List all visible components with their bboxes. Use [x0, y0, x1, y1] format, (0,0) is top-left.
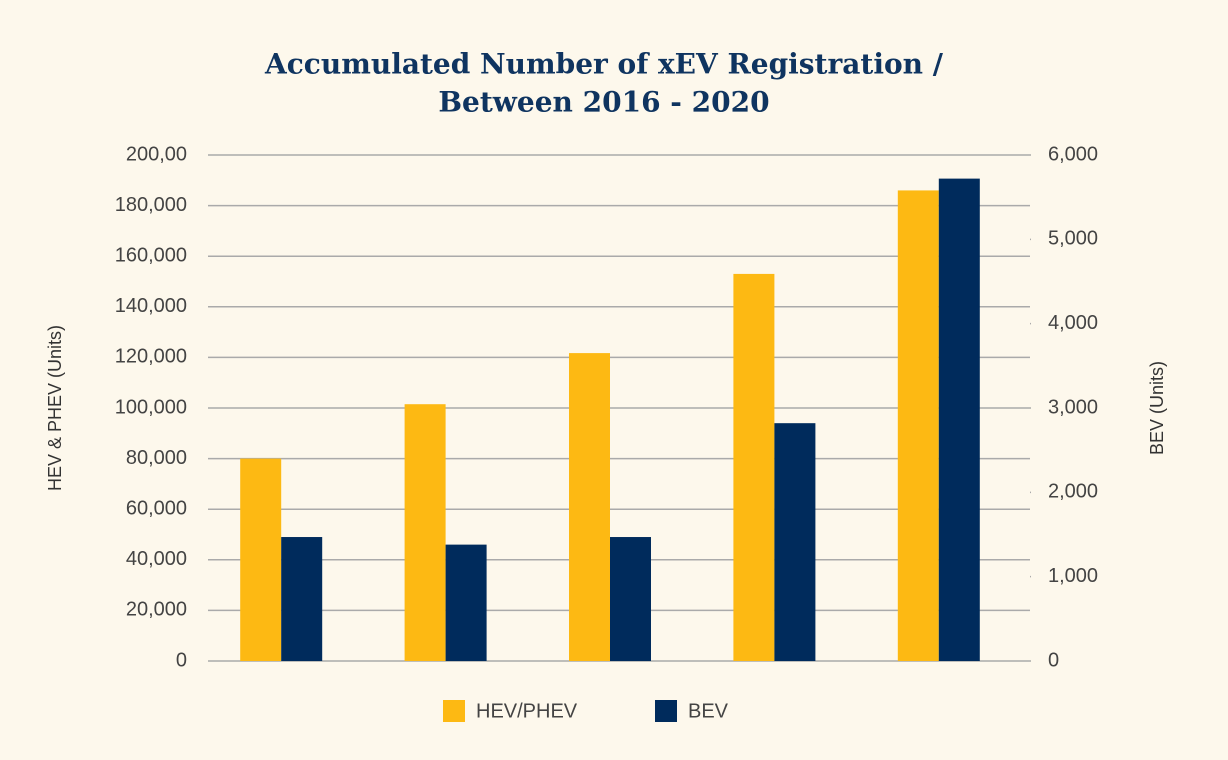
- bar: [897, 190, 939, 662]
- y2-tick-label: 2,000: [1048, 481, 1098, 503]
- y-tick-label: 120,000: [115, 346, 187, 368]
- y-tick-label: 200,00: [126, 143, 187, 165]
- bar: [569, 353, 610, 661]
- y-tick-label: 140,000: [115, 295, 187, 317]
- bar: [281, 537, 323, 661]
- legend-swatch: [655, 700, 677, 722]
- bar: [445, 544, 487, 661]
- y2-tick-label: 4,000: [1048, 312, 1098, 334]
- y-tick-label: 80,000: [126, 447, 187, 469]
- bar: [610, 537, 651, 661]
- y-tick-label: 180,000: [115, 194, 187, 216]
- y-tick-label: 20,000: [126, 599, 187, 621]
- y2-tick-label: 0: [1048, 649, 1059, 671]
- bar: [404, 404, 446, 661]
- y-tick-label: 40,000: [126, 548, 187, 570]
- y2-tick-label: 6,000: [1048, 143, 1098, 165]
- y-tick-label: 0: [176, 649, 187, 671]
- chart-title: Between 2016 - 2020: [438, 86, 769, 119]
- y2-tick-label: 1,000: [1048, 565, 1098, 587]
- y-tick-label: 60,000: [126, 497, 187, 519]
- y-tick-label: 100,000: [115, 396, 187, 418]
- y2-tick-label: 5,000: [1048, 228, 1098, 250]
- chart-title: Accumulated Number of xEV Registration /: [264, 48, 944, 81]
- bar: [774, 423, 816, 661]
- y2-tick-label: 3,000: [1048, 396, 1098, 418]
- legend-swatch: [443, 700, 465, 722]
- bar: [733, 273, 775, 661]
- bar: [938, 178, 980, 661]
- y-axis-title: HEV & PHEV (Units): [45, 325, 65, 491]
- legend-label: BEV: [688, 700, 729, 722]
- y2-axis-title: BEV (Units): [1147, 361, 1167, 455]
- y-tick-label: 160,000: [115, 244, 187, 266]
- bar: [240, 458, 282, 661]
- legend-label: HEV/PHEV: [476, 700, 578, 722]
